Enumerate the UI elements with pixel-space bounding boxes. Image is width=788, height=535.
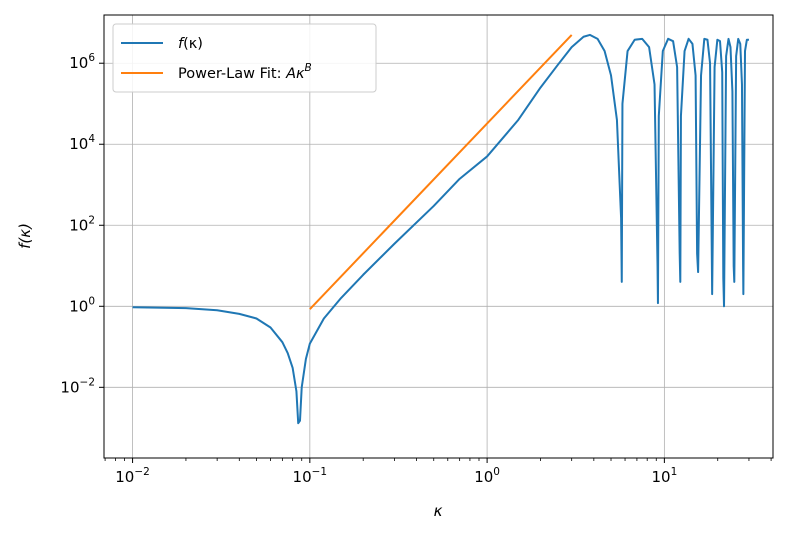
x-tick-label-0: 10−2 — [115, 466, 150, 486]
y-tick-label-3-exp: 4 — [88, 133, 95, 145]
y-tick-label-3: 104 — [69, 133, 95, 153]
x-tick-label-1-base: 10 — [293, 468, 312, 486]
legend-label-0: f(κ) — [178, 36, 203, 52]
x-tick-label-2: 100 — [474, 466, 500, 486]
y-tick-label-1-base: 10 — [69, 297, 88, 315]
x-tick-label-1-exp: −1 — [312, 466, 327, 478]
x-tick-label-2-base: 10 — [474, 468, 493, 486]
series-line-0 — [132, 33, 749, 425]
y-axis-label-base: f(κ) — [16, 223, 34, 249]
x-axis-label: κ — [434, 502, 443, 520]
x-tick-label-1: 10−1 — [293, 466, 328, 486]
legend-label-1-prefix: Power-Law Fit: — [178, 66, 286, 82]
series-layer — [132, 33, 749, 425]
y-tick-label-4-exp: 6 — [88, 52, 95, 64]
y-tick-label-2-exp: 2 — [88, 214, 95, 226]
y-tick-label-0: 10−2 — [60, 376, 95, 396]
y-tick-label-2: 102 — [69, 214, 95, 234]
x-axis: 10−2 10−1 100 101 — [115, 458, 677, 486]
minor-ticks — [104, 458, 772, 461]
x-tick-label-3-exp: 1 — [671, 466, 678, 478]
y-tick-label-3-base: 10 — [69, 135, 88, 153]
legend-label-1: Power-Law Fit: AκB — [178, 62, 312, 82]
plot-frame — [103, 14, 774, 459]
y-tick-label-4-base: 10 — [69, 54, 88, 72]
x-tick-label-0-base: 10 — [115, 468, 134, 486]
legend: f(κ) Power-Law Fit: AκB — [112, 23, 377, 93]
y-tick-label-4: 106 — [69, 52, 95, 72]
y-tick-label-2-base: 10 — [69, 216, 88, 234]
x-tick-label-2-exp: 0 — [493, 466, 500, 478]
y-tick-label-0-exp: −2 — [80, 376, 95, 388]
legend-label-1-sup: B — [305, 62, 312, 74]
legend-label-0-rest: (κ) — [183, 36, 203, 52]
x-tick-label-0-exp: −2 — [134, 466, 149, 478]
y-tick-label-1-exp: 0 — [88, 295, 95, 307]
x-tick-label-3-base: 10 — [651, 468, 670, 486]
series-line-1 — [309, 34, 573, 310]
y-axis-label: f(κ) — [16, 223, 34, 249]
legend-label-0-italic: f — [178, 36, 185, 52]
y-tick-label-0-base: 10 — [60, 378, 79, 396]
legend-label-1-italic: Aκ — [285, 66, 305, 82]
x-tick-label-3: 101 — [651, 466, 677, 486]
y-tick-label-1: 100 — [69, 295, 95, 315]
legend-box — [112, 23, 377, 93]
